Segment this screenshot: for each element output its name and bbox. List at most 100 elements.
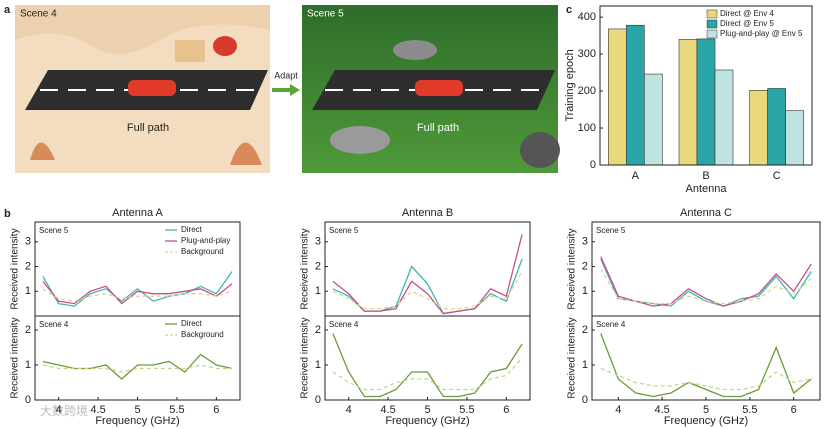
bar <box>626 24 645 166</box>
line-series <box>42 353 233 380</box>
x-axis-label: Frequency (GHz) <box>385 415 469 427</box>
y-tick-label: 0 <box>590 159 596 171</box>
x-tick-label: A <box>632 170 640 182</box>
panel-label: c <box>566 4 572 16</box>
line-series <box>42 280 233 305</box>
line-series <box>332 258 523 315</box>
y-tick-label: 400 <box>578 11 596 23</box>
bucket <box>213 36 237 56</box>
path-label: Full path <box>417 122 459 134</box>
rock <box>330 126 390 154</box>
y-axis-label: Received intensity <box>10 317 21 398</box>
y-tick-label: 0 <box>315 394 321 406</box>
frame <box>324 315 531 401</box>
frame <box>591 221 821 317</box>
y-tick-label: 0 <box>582 394 588 406</box>
bar <box>696 38 716 166</box>
bar <box>714 69 734 166</box>
y-tick-label: 1 <box>25 359 31 371</box>
x-tick-label: 4 <box>615 404 621 416</box>
dune <box>15 5 270 54</box>
rock <box>393 40 437 60</box>
scene-label: Scene 5 <box>596 226 626 235</box>
scene-label: Scene 4 <box>39 320 69 329</box>
y-tick-label: 2 <box>582 260 588 272</box>
y-tick-label: 2 <box>315 260 321 272</box>
y-axis-label: Training epoch <box>564 49 576 121</box>
y-tick-label: 100 <box>578 122 596 134</box>
line-series <box>42 364 233 373</box>
x-tick-label: 5.5 <box>742 404 757 416</box>
legend-swatch <box>706 29 718 39</box>
x-tick-label: 5.5 <box>459 404 474 416</box>
y-tick-label: 3 <box>582 236 588 248</box>
legend-label: Background <box>181 247 224 256</box>
y-tick-label: 300 <box>578 48 596 60</box>
line-series <box>42 271 233 307</box>
y-axis-label: Received intensity <box>567 228 578 309</box>
y-tick-label: 3 <box>315 236 321 248</box>
legend-label: Direct <box>181 225 203 234</box>
y-tick-label: 2 <box>315 324 321 336</box>
y-tick-label: 2 <box>25 260 31 272</box>
chart-title: Antenna B <box>402 207 453 219</box>
line-series <box>332 357 523 391</box>
watermark: 大数跨境 <box>40 403 88 418</box>
line-series <box>42 288 233 302</box>
panel-label: b <box>4 208 11 220</box>
line-series <box>332 271 523 310</box>
path-label: Full path <box>127 122 169 134</box>
line-series <box>600 367 812 391</box>
car <box>415 80 463 96</box>
robot <box>520 132 560 168</box>
y-axis-label: Received intensity <box>567 317 578 398</box>
x-tick-label: 6 <box>503 404 509 416</box>
x-axis-label: Antenna <box>686 183 728 195</box>
legend-label: Direct @ Env 5 <box>720 19 774 28</box>
y-tick-label: 1 <box>315 359 321 371</box>
line-series <box>332 234 523 315</box>
x-tick-label: 4.5 <box>380 404 395 416</box>
x-tick-label: 4 <box>346 404 352 416</box>
legend-label: Plug-and-play <box>181 236 230 245</box>
chart-title: Antenna C <box>680 207 732 219</box>
x-tick-label: B <box>702 170 709 182</box>
y-tick-label: 200 <box>578 85 596 97</box>
x-tick-label: C <box>773 170 781 182</box>
x-tick-label: 6 <box>791 404 797 416</box>
x-tick-label: 5 <box>424 404 430 416</box>
y-axis-label: Received intensity <box>300 228 311 309</box>
bar <box>678 38 698 166</box>
scene-label: Scene 5 <box>307 9 344 20</box>
y-tick-label: 3 <box>25 236 31 248</box>
x-tick-label: 5.5 <box>169 404 184 416</box>
frame <box>599 5 813 166</box>
bar <box>608 28 627 166</box>
chart-title: Antenna A <box>112 207 163 219</box>
x-tick-label: 4.5 <box>655 404 670 416</box>
scene-label: Scene 4 <box>329 320 359 329</box>
x-tick-label: 6 <box>213 404 219 416</box>
legend-label: Direct <box>181 319 203 328</box>
panel-label: a <box>4 4 11 16</box>
bar <box>749 90 768 166</box>
y-tick-label: 1 <box>25 285 31 297</box>
illustration <box>15 5 560 173</box>
bar <box>785 110 804 166</box>
scene-label: Scene 5 <box>39 226 69 235</box>
y-tick-label: 0 <box>25 394 31 406</box>
scene-label: Scene 4 <box>596 320 626 329</box>
arrow-label: Adapt <box>274 70 298 80</box>
y-tick-label: 2 <box>25 324 31 336</box>
x-tick-label: 5 <box>134 404 140 416</box>
scene-label: Scene 4 <box>20 9 57 20</box>
y-tick-label: 1 <box>582 285 588 297</box>
car <box>128 80 176 96</box>
bar <box>644 73 663 166</box>
frame <box>34 315 241 401</box>
x-tick-label: 4 <box>56 404 62 416</box>
arrow <box>272 84 300 96</box>
scene-label: Scene 5 <box>329 226 359 235</box>
legend-swatch <box>706 9 718 19</box>
